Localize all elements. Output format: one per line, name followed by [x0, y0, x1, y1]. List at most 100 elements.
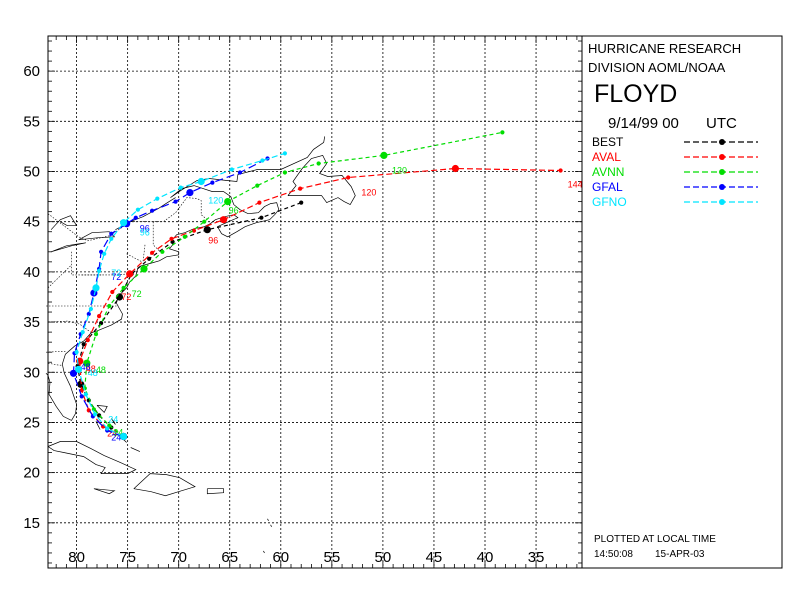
track-point	[500, 130, 505, 135]
track-point	[160, 249, 165, 254]
lon-tick-label: 40	[477, 549, 494, 566]
legend-dot-aval	[719, 154, 725, 160]
legend-dot-gfal	[719, 184, 725, 190]
track-point	[155, 196, 160, 201]
track-point	[299, 200, 304, 205]
lat-tick-label: 35	[23, 314, 40, 331]
legend-dot-avnn	[719, 169, 725, 175]
legend-frame	[581, 35, 783, 569]
track-point	[191, 228, 197, 233]
track-point	[257, 200, 262, 205]
track-hour-label: 120	[208, 196, 223, 206]
track-point	[169, 236, 174, 241]
track-point	[224, 198, 232, 206]
org-line-2: DIVISION AOML/NOAA	[588, 60, 726, 75]
track-hour-label: 24	[107, 429, 117, 439]
track-hour-label: 48	[86, 364, 96, 374]
track-point	[105, 426, 110, 431]
track-point	[202, 219, 207, 224]
track-point	[107, 303, 112, 309]
coastline-segment	[206, 488, 224, 495]
track-hour-label: 96	[208, 236, 218, 246]
forecast-tracks: 24 48 72 96 120 144 24 48 72 96 120 24 48 72 96 24 48 72 9…	[69, 130, 583, 443]
track-hour-label: 48	[81, 362, 91, 372]
lat-tick-label: 15	[23, 515, 40, 532]
track-point	[109, 236, 114, 241]
track-point	[120, 432, 128, 441]
track-point	[77, 380, 85, 388]
track-point	[83, 359, 91, 367]
track-point	[75, 365, 83, 373]
track-hour-label: 48	[88, 368, 98, 378]
track-hour-label: 96	[140, 224, 150, 234]
track-point	[107, 423, 112, 428]
coastline-segment	[287, 154, 356, 206]
track-point	[210, 180, 215, 185]
track-point	[282, 170, 287, 175]
coastline-segment	[47, 441, 137, 474]
track-point	[79, 388, 84, 393]
track-line	[79, 167, 561, 438]
track-point	[150, 208, 155, 213]
track-avnn: 24 48 72 96 120	[82, 130, 505, 441]
track-point	[147, 256, 152, 261]
track-point	[102, 251, 107, 256]
track-hour-label: 120	[392, 166, 407, 176]
track-line	[72, 157, 268, 438]
track-point	[85, 338, 90, 343]
track-gfno: 24 48 72 96 120	[74, 151, 287, 441]
axis-tick-labels: 80 75 70 65 60 55 50 45 40 35 60 55 50 45 40 35 30 25 20 15	[23, 63, 544, 566]
coastline-segment	[50, 242, 86, 253]
track-hour-label: 96	[140, 228, 150, 238]
lat-tick-label: 45	[23, 214, 40, 231]
political-boundary	[47, 320, 93, 334]
track-point	[173, 199, 178, 204]
track-point	[451, 164, 459, 173]
lat-tick-label: 50	[23, 164, 40, 181]
political-boundary	[45, 350, 67, 353]
track-point	[298, 186, 303, 191]
track-point	[186, 189, 194, 197]
track-point	[182, 234, 187, 239]
lon-tick-label: 60	[272, 549, 289, 566]
plotted-date: 15-APR-03	[655, 549, 705, 560]
track-line	[84, 131, 503, 437]
track-hour-label: 72	[121, 292, 131, 302]
track-point	[97, 268, 102, 273]
track-point	[126, 270, 134, 278]
time-zone: UTC	[706, 115, 737, 132]
track-point	[220, 216, 228, 224]
legend-label-aval: AVAL	[592, 150, 621, 164]
coastline-segment	[93, 488, 116, 495]
political-boundary	[47, 265, 71, 289]
track-point	[255, 183, 260, 188]
track-point	[93, 332, 99, 337]
political-boundary	[47, 362, 62, 366]
plotted-time: 14:50:08	[594, 549, 633, 560]
lon-tick-label: 55	[324, 549, 341, 566]
lat-tick-label: 30	[23, 364, 40, 381]
coastline-segment	[50, 215, 78, 230]
coastline-segment	[270, 524, 272, 527]
track-point	[79, 394, 84, 399]
legend-label-gfno: GFNO	[592, 195, 627, 209]
lon-tick-label: 45	[426, 549, 443, 566]
track-point	[97, 314, 102, 319]
lon-tick-label: 50	[375, 549, 392, 566]
lat-tick-label: 55	[23, 113, 40, 130]
track-point	[133, 215, 138, 220]
lon-tick-label: 70	[170, 549, 187, 566]
track-point	[316, 161, 321, 166]
map-frame	[47, 35, 583, 569]
forecast-datetime: 9/14/99 00	[608, 115, 679, 132]
track-point	[260, 158, 265, 163]
track-point	[135, 207, 140, 212]
track-hour-label: 72	[111, 272, 121, 282]
track-hour-label: 24	[111, 433, 121, 443]
track-hour-label: 72	[132, 289, 142, 299]
lat-tick-label: 20	[23, 465, 40, 482]
track-hour-label: 48	[96, 365, 106, 375]
coastline-segment	[263, 550, 265, 554]
track-point	[110, 289, 115, 295]
track-gfal: 24 48 72 96	[69, 156, 270, 443]
